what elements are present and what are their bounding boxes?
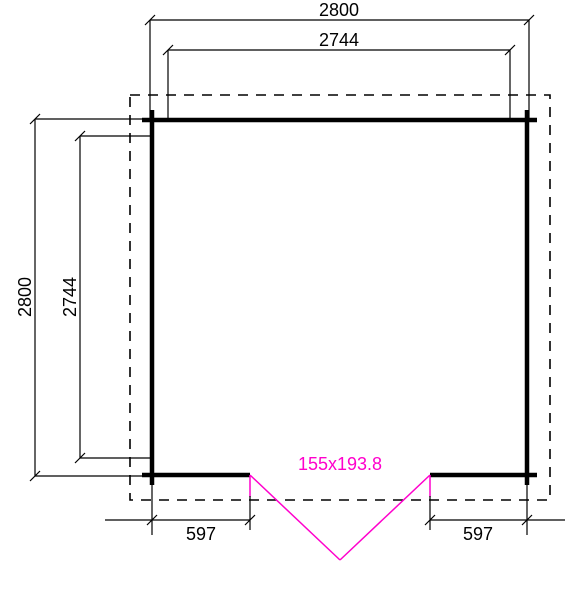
floor-plan-diagram: 2800 2744 2800 2744 [0, 0, 572, 600]
dim-left-inner-label: 2744 [60, 277, 80, 317]
wall-rect [142, 110, 537, 485]
dim-left-inner: 2744 [60, 131, 152, 463]
dim-left-outer-label: 2800 [15, 277, 35, 317]
dim-top-outer: 2800 [145, 0, 534, 120]
dim-bottom-left: 597 [105, 478, 255, 544]
outer-boundary-dashed [130, 95, 550, 500]
door-swing: 155x193.8 [250, 454, 430, 560]
dim-bottom-left-label: 597 [186, 524, 216, 544]
dim-top-inner: 2744 [163, 30, 515, 120]
dim-top-outer-label: 2800 [319, 0, 359, 20]
door-size-label: 155x193.8 [298, 454, 382, 474]
dim-bottom-right: 597 [425, 478, 565, 544]
dim-top-inner-label: 2744 [319, 30, 359, 50]
dim-left-outer: 2800 [15, 114, 152, 481]
dim-bottom-right-label: 597 [463, 524, 493, 544]
